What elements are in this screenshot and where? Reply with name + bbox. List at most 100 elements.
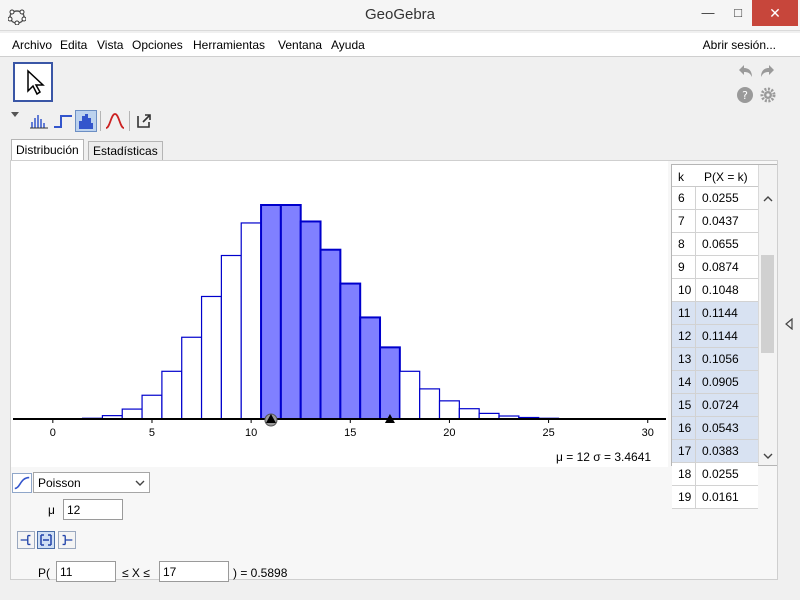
table-cell-p[interactable]: 0.0543 — [696, 417, 758, 440]
menu-edita[interactable]: Edita — [60, 38, 88, 52]
table-cell-p[interactable]: 0.0724 — [696, 394, 758, 417]
menu-ventana[interactable]: Ventana — [278, 38, 323, 52]
bar — [359, 316, 382, 420]
menu-herramientas[interactable]: Herramientas — [193, 38, 266, 52]
mu-label: μ — [48, 503, 55, 517]
x-tick-label: 25 — [542, 427, 554, 439]
table-cell-k[interactable]: 19 — [672, 486, 696, 509]
table-cell-k[interactable]: 17 — [672, 440, 696, 463]
table-cell-p[interactable]: 0.0383 — [696, 440, 758, 463]
table-cell-p[interactable]: 0.0161 — [696, 486, 758, 509]
table-cell-k[interactable]: 9 — [672, 256, 696, 279]
cumulative-toggle-icon[interactable] — [12, 473, 32, 493]
sign-in-link[interactable]: Abrir sesión... — [702, 38, 776, 52]
chevron-down-icon[interactable] — [763, 452, 773, 460]
undo-icon[interactable] — [736, 62, 754, 80]
inequality-label: ≤ X ≤ — [122, 566, 150, 580]
table-cell-p[interactable]: 0.1048 — [696, 279, 758, 302]
table-header: k P(X = k) — [672, 165, 758, 187]
table-cell-p[interactable]: 0.1144 — [696, 325, 758, 348]
toolbar — [8, 58, 784, 108]
bar — [200, 295, 222, 420]
distribution-chart: 0 5 10 15 20 25 30 — [11, 161, 668, 467]
x-tick-label: 5 — [149, 427, 155, 439]
table-cell-k[interactable]: 10 — [672, 279, 696, 302]
mean-sd-readout: μ = 12 σ = 3.4641 — [556, 450, 652, 464]
title-bar — [0, 0, 800, 31]
gear-icon[interactable] — [759, 86, 777, 104]
bar — [161, 370, 183, 420]
lower-bound-field[interactable] — [56, 561, 116, 582]
svg-text:?: ? — [742, 89, 748, 102]
distribution-select[interactable]: Poisson — [33, 472, 150, 493]
right-sided-interval-icon[interactable] — [58, 531, 76, 549]
table-cell-p[interactable]: 0.0874 — [696, 256, 758, 279]
menu-opciones[interactable]: Opciones — [132, 38, 183, 52]
table-cell-k[interactable]: 13 — [672, 348, 696, 371]
table-cell-k[interactable]: 8 — [672, 233, 696, 256]
close-button[interactable]: ✕ — [752, 0, 798, 26]
table-cell-k[interactable]: 6 — [672, 187, 696, 210]
bar — [220, 254, 242, 420]
table-cell-p[interactable]: 0.1144 — [696, 302, 758, 325]
menu-bar: Archivo Edita Vista Opciones Herramienta… — [0, 33, 800, 57]
bar — [299, 220, 322, 421]
column-header-k: k — [678, 170, 684, 184]
bar — [339, 282, 362, 420]
x-tick-label: 10 — [245, 427, 257, 439]
menu-vista[interactable]: Vista — [97, 38, 124, 52]
normal-overlay-icon[interactable] — [104, 110, 126, 132]
interval-button[interactable] — [37, 531, 55, 549]
bar — [458, 408, 480, 420]
tab-distribution[interactable]: Distribución — [11, 139, 84, 163]
lower-bound-marker[interactable] — [265, 414, 276, 423]
bar — [279, 204, 302, 420]
minimize-button[interactable]: — — [701, 5, 715, 20]
chevron-up-icon[interactable] — [763, 195, 773, 203]
upper-bound-marker[interactable] — [384, 414, 395, 423]
bar — [141, 394, 163, 420]
window-bottom — [0, 590, 800, 600]
chart-svg: 0 5 10 15 20 25 30 — [13, 204, 666, 439]
table-cell-p[interactable]: 0.1056 — [696, 348, 758, 371]
maximize-button[interactable]: □ — [734, 5, 742, 20]
redo-icon[interactable] — [759, 62, 777, 80]
table-cell-p[interactable]: 0.0437 — [696, 210, 758, 233]
table-cell-p[interactable]: 0.0255 — [696, 187, 758, 210]
table-cell-k[interactable]: 11 — [672, 302, 696, 325]
bar — [399, 370, 421, 420]
move-tool-button[interactable] — [13, 62, 53, 102]
table-cell-p[interactable]: 0.0655 — [696, 233, 758, 256]
table-cell-k[interactable]: 18 — [672, 463, 696, 486]
help-icon[interactable]: ? — [736, 86, 754, 104]
table-cell-k[interactable]: 14 — [672, 371, 696, 394]
scrollbar-thumb[interactable] — [761, 255, 774, 353]
triangle-down-icon[interactable] — [10, 110, 20, 120]
bar — [240, 222, 262, 420]
upper-bound-field[interactable] — [159, 561, 229, 582]
table-cell-k[interactable]: 15 — [672, 394, 696, 417]
bar-graph-button[interactable] — [75, 110, 97, 132]
collapse-arrow-icon[interactable] — [784, 318, 794, 330]
bar — [379, 346, 401, 420]
export-icon[interactable] — [133, 110, 155, 132]
bar-graph-icon — [79, 114, 93, 129]
line-graph-icon[interactable] — [28, 110, 50, 132]
table-cell-k[interactable]: 12 — [672, 325, 696, 348]
bar — [319, 248, 342, 420]
geogebra-logo-icon — [8, 9, 26, 25]
two-sided-interval-icon — [40, 534, 52, 546]
table-cell-k[interactable]: 16 — [672, 417, 696, 440]
table-cell-p[interactable]: 0.0905 — [696, 371, 758, 394]
bar — [181, 336, 203, 420]
step-graph-icon[interactable] — [52, 110, 74, 132]
bar — [121, 408, 143, 420]
tab-statistics[interactable]: Estadísticas — [88, 141, 163, 161]
menu-ayuda[interactable]: Ayuda — [331, 38, 365, 52]
x-tick-label: 30 — [642, 427, 654, 439]
table-cell-k[interactable]: 7 — [672, 210, 696, 233]
mu-field[interactable] — [63, 499, 123, 520]
table-cell-p[interactable]: 0.0255 — [696, 463, 758, 486]
menu-archivo[interactable]: Archivo — [12, 38, 53, 52]
left-sided-interval-icon[interactable] — [17, 531, 35, 549]
